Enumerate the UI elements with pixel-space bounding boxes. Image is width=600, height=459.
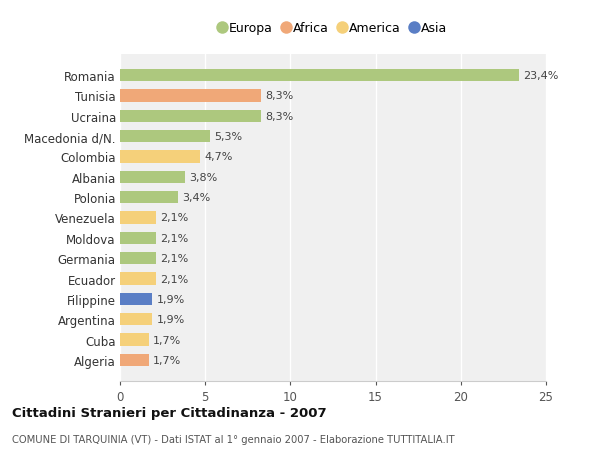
Text: 2,1%: 2,1% [160,254,188,263]
Text: 1,9%: 1,9% [157,314,185,325]
Bar [120,192,178,204]
Text: Cittadini Stranieri per Cittadinanza - 2007: Cittadini Stranieri per Cittadinanza - 2… [12,406,326,419]
Text: 3,8%: 3,8% [189,173,217,182]
Legend: Europa, Africa, America, Asia: Europa, Africa, America, Asia [219,22,447,35]
Text: 1,9%: 1,9% [157,294,185,304]
Text: 5,3%: 5,3% [215,132,242,142]
Text: 8,3%: 8,3% [266,91,294,101]
Bar [120,232,156,244]
Bar [120,151,200,163]
Bar [120,131,211,143]
Bar [120,252,156,265]
Text: 8,3%: 8,3% [266,112,294,122]
Text: COMUNE DI TARQUINIA (VT) - Dati ISTAT al 1° gennaio 2007 - Elaborazione TUTTITAL: COMUNE DI TARQUINIA (VT) - Dati ISTAT al… [12,434,455,444]
Text: 1,7%: 1,7% [153,355,181,365]
Text: 1,7%: 1,7% [153,335,181,345]
Bar [120,171,185,184]
Bar [120,90,262,102]
Text: 2,1%: 2,1% [160,233,188,243]
Bar [120,273,156,285]
Text: 23,4%: 23,4% [523,71,559,81]
Text: 3,4%: 3,4% [182,193,211,203]
Bar [120,313,152,325]
Bar [120,334,149,346]
Bar [120,70,519,82]
Bar [120,293,152,305]
Text: 4,7%: 4,7% [205,152,233,162]
Bar [120,354,149,366]
Bar [120,111,262,123]
Text: 2,1%: 2,1% [160,213,188,223]
Text: 2,1%: 2,1% [160,274,188,284]
Bar [120,212,156,224]
